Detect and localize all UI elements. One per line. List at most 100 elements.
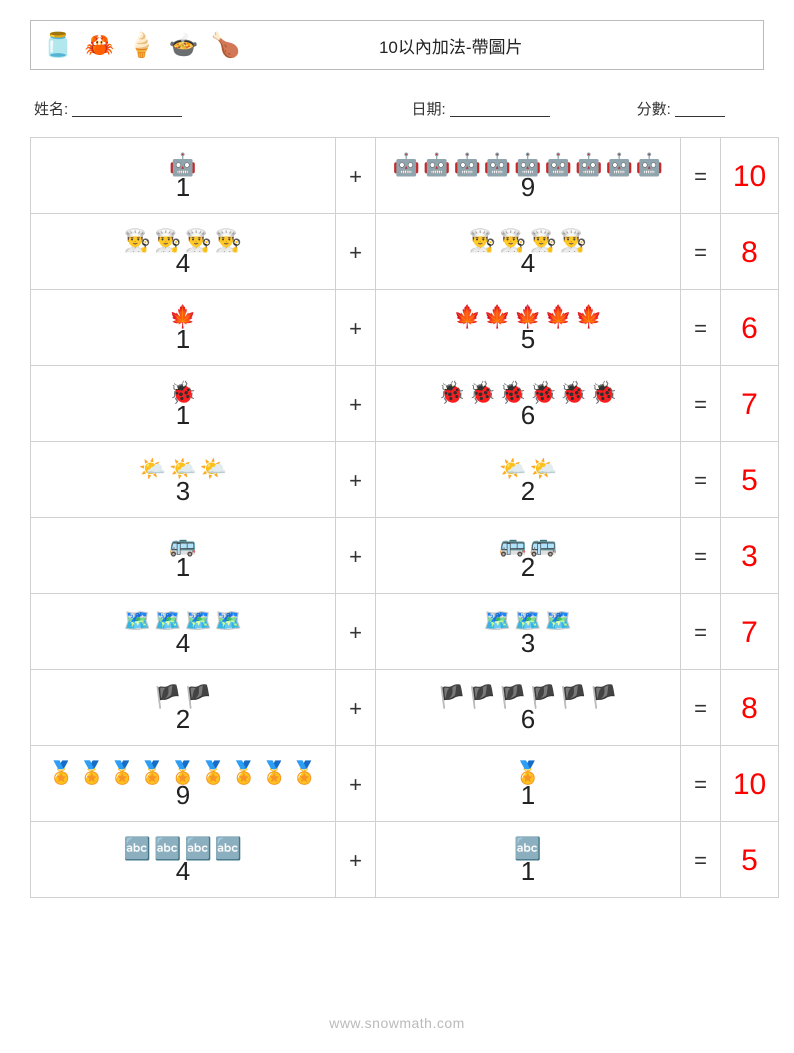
score-label: 分數: bbox=[637, 101, 671, 118]
count-icon: 🏴 bbox=[469, 686, 496, 708]
equals-operator: = bbox=[681, 822, 721, 898]
answer-value: 8 bbox=[725, 692, 774, 726]
answer-cell: 10 bbox=[721, 138, 779, 214]
count-icon: 🍁 bbox=[545, 306, 572, 328]
count-icon: 🤖 bbox=[575, 154, 602, 176]
operand-value: 1 bbox=[380, 858, 676, 884]
answer-cell: 8 bbox=[721, 214, 779, 290]
count-icon: 🤖 bbox=[636, 154, 663, 176]
answer-cell: 5 bbox=[721, 442, 779, 518]
operand-value: 2 bbox=[380, 478, 676, 504]
count-icon: 🏅 bbox=[200, 762, 227, 784]
problem-row: 🗺️🗺️🗺️🗺️4+🗺️🗺️🗺️3=7 bbox=[31, 594, 779, 670]
answer-value: 7 bbox=[725, 388, 774, 422]
equals-operator: = bbox=[681, 670, 721, 746]
name-blank[interactable] bbox=[72, 103, 182, 117]
equals-operator: = bbox=[681, 518, 721, 594]
operand-value: 4 bbox=[380, 250, 676, 276]
count-icon: 👨‍🍳 bbox=[560, 230, 587, 252]
date-blank[interactable] bbox=[450, 103, 550, 117]
operand-cell: 🏅1 bbox=[376, 746, 681, 822]
problem-row: 🔤🔤🔤🔤4+🔤1=5 bbox=[31, 822, 779, 898]
header-icon: 🦀 bbox=[85, 31, 115, 60]
count-icon: 👨‍🍳 bbox=[215, 230, 242, 252]
count-icon: 🤖 bbox=[484, 154, 511, 176]
count-icon: 🗺️ bbox=[545, 610, 572, 632]
operand-cell: 🤖1 bbox=[31, 138, 336, 214]
worksheet-title: 10以內加法-帶圖片 bbox=[240, 33, 751, 58]
count-icon: 👨‍🍳 bbox=[469, 230, 496, 252]
operand-value: 1 bbox=[380, 782, 676, 808]
count-icon: 🤖 bbox=[393, 154, 420, 176]
operand-value: 3 bbox=[35, 478, 331, 504]
answer-value: 7 bbox=[725, 616, 774, 650]
student-info-row: 姓名: 日期: 分數: bbox=[30, 98, 764, 119]
count-icon: 🏅 bbox=[139, 762, 166, 784]
answer-cell: 8 bbox=[721, 670, 779, 746]
answer-value: 5 bbox=[725, 844, 774, 878]
equals-operator: = bbox=[681, 138, 721, 214]
operand-value: 2 bbox=[35, 706, 331, 732]
count-icon: 🍁 bbox=[453, 306, 480, 328]
count-icon: 🔤 bbox=[215, 838, 242, 860]
date-label: 日期: bbox=[412, 101, 446, 118]
equals-operator: = bbox=[681, 366, 721, 442]
operand-cell: 🐞🐞🐞🐞🐞🐞6 bbox=[376, 366, 681, 442]
equals-operator: = bbox=[681, 746, 721, 822]
count-icon: 🤖 bbox=[453, 154, 480, 176]
count-icon: 🤖 bbox=[606, 154, 633, 176]
operand-cell: 🍁🍁🍁🍁🍁5 bbox=[376, 290, 681, 366]
operand-value: 1 bbox=[35, 326, 331, 352]
problems-table: 🤖1+🤖🤖🤖🤖🤖🤖🤖🤖🤖9=10👨‍🍳👨‍🍳👨‍🍳👨‍🍳4+👨‍🍳👨‍🍳👨‍🍳👨… bbox=[30, 137, 779, 898]
operand-cell: 🤖🤖🤖🤖🤖🤖🤖🤖🤖9 bbox=[376, 138, 681, 214]
count-icon: 👨‍🍳 bbox=[124, 230, 151, 252]
header-icon: 🫙 bbox=[43, 31, 73, 60]
count-icon: 🤖 bbox=[423, 154, 450, 176]
count-icon: 🏅 bbox=[230, 762, 257, 784]
operand-cell: 🏴🏴2 bbox=[31, 670, 336, 746]
operand-value: 4 bbox=[35, 630, 331, 656]
plus-operator: + bbox=[336, 518, 376, 594]
watermark: www.snowmath.com bbox=[0, 1015, 794, 1031]
operand-value: 4 bbox=[35, 250, 331, 276]
plus-operator: + bbox=[336, 138, 376, 214]
plus-operator: + bbox=[336, 214, 376, 290]
answer-value: 3 bbox=[725, 540, 774, 574]
answer-cell: 7 bbox=[721, 594, 779, 670]
count-icon: 🏴 bbox=[590, 686, 617, 708]
operand-value: 1 bbox=[35, 174, 331, 200]
operand-cell: 🌤️🌤️2 bbox=[376, 442, 681, 518]
operand-cell: 🏅🏅🏅🏅🏅🏅🏅🏅🏅9 bbox=[31, 746, 336, 822]
count-icon: 🔤 bbox=[124, 838, 151, 860]
operand-cell: 👨‍🍳👨‍🍳👨‍🍳👨‍🍳4 bbox=[31, 214, 336, 290]
worksheet: 🫙🦀🍦🍲🍗 10以內加法-帶圖片 姓名: 日期: 分數: 🤖1+🤖🤖🤖🤖🤖🤖🤖🤖… bbox=[0, 0, 794, 918]
count-icon: 🗺️ bbox=[124, 610, 151, 632]
problem-row: 🌤️🌤️🌤️3+🌤️🌤️2=5 bbox=[31, 442, 779, 518]
equals-operator: = bbox=[681, 442, 721, 518]
operand-value: 4 bbox=[35, 858, 331, 884]
problem-row: 👨‍🍳👨‍🍳👨‍🍳👨‍🍳4+👨‍🍳👨‍🍳👨‍🍳👨‍🍳4=8 bbox=[31, 214, 779, 290]
count-icon: 🗺️ bbox=[215, 610, 242, 632]
equals-operator: = bbox=[681, 290, 721, 366]
operand-cell: 🗺️🗺️🗺️🗺️4 bbox=[31, 594, 336, 670]
operand-cell: 🏴🏴🏴🏴🏴🏴6 bbox=[376, 670, 681, 746]
score-blank[interactable] bbox=[675, 103, 725, 117]
count-icon: 🏅 bbox=[261, 762, 288, 784]
count-icon: 🐞 bbox=[560, 382, 587, 404]
operand-cell: 🌤️🌤️🌤️3 bbox=[31, 442, 336, 518]
plus-operator: + bbox=[336, 366, 376, 442]
date-field: 日期: bbox=[412, 98, 637, 119]
count-icon: 🐞 bbox=[590, 382, 617, 404]
problem-row: 🍁1+🍁🍁🍁🍁🍁5=6 bbox=[31, 290, 779, 366]
header-icons: 🫙🦀🍦🍲🍗 bbox=[43, 31, 240, 60]
problem-row: 🐞1+🐞🐞🐞🐞🐞🐞6=7 bbox=[31, 366, 779, 442]
answer-value: 10 bbox=[725, 160, 774, 194]
count-icon: 🌤️ bbox=[200, 458, 227, 480]
operand-cell: 🚌1 bbox=[31, 518, 336, 594]
plus-operator: + bbox=[336, 442, 376, 518]
plus-operator: + bbox=[336, 670, 376, 746]
operand-value: 2 bbox=[380, 554, 676, 580]
name-label: 姓名: bbox=[34, 101, 68, 118]
operand-cell: 🔤1 bbox=[376, 822, 681, 898]
header-bar: 🫙🦀🍦🍲🍗 10以內加法-帶圖片 bbox=[30, 20, 764, 70]
